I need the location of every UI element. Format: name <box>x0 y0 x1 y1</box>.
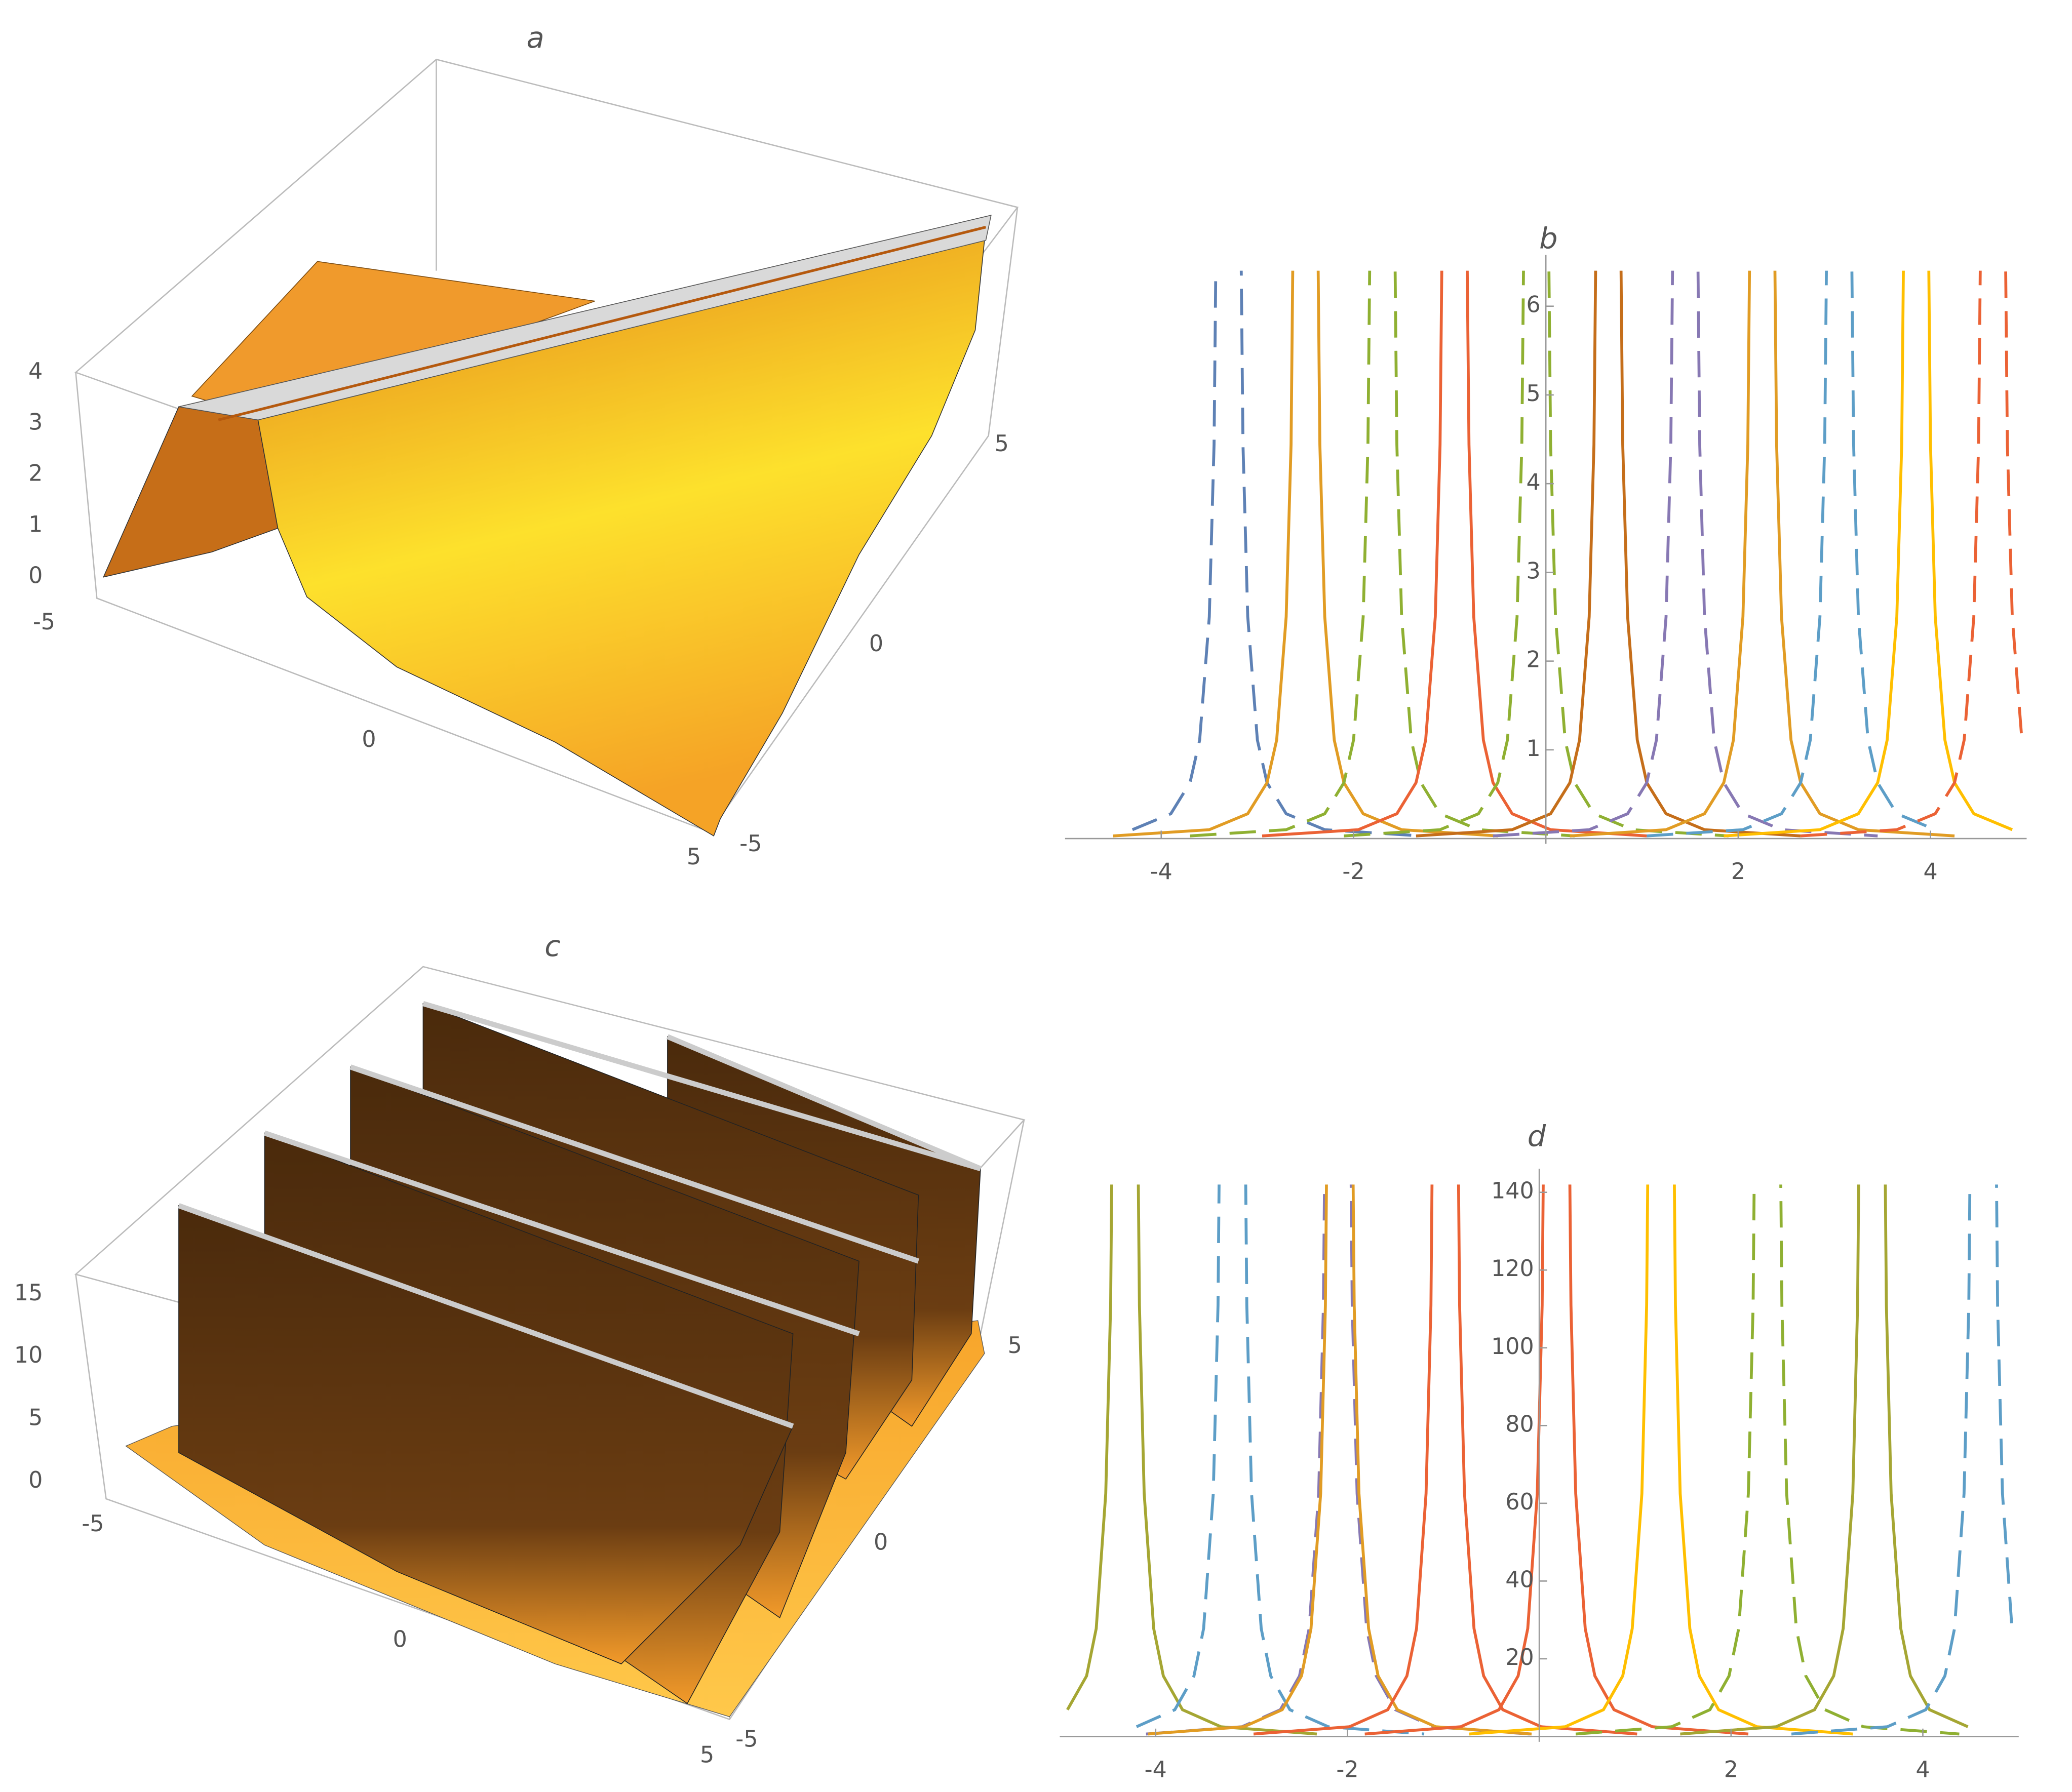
surface-a <box>74 58 1019 837</box>
x-tick-label: 5 <box>700 1742 714 1768</box>
series-line <box>1801 270 2023 838</box>
chart-title: d <box>1528 1120 1546 1153</box>
y-tick-label: 4 <box>1527 469 1541 495</box>
series-line <box>1344 270 1729 838</box>
chart-title: a <box>527 21 544 55</box>
plot-area <box>1113 270 2023 838</box>
z-tick-label: 4 <box>28 358 43 384</box>
series-line <box>1469 1184 1853 1736</box>
z-tick-label: 0 <box>28 563 43 589</box>
series-line <box>1364 1184 1749 1736</box>
series-line <box>1113 270 1498 838</box>
series-line <box>1647 270 1936 838</box>
series-line <box>1570 270 1955 838</box>
series-line <box>1575 1184 1960 1736</box>
series-line <box>1066 1184 1317 1736</box>
y-tick-label: 100 <box>1491 1334 1534 1360</box>
x-tick-label: -5 <box>33 609 55 635</box>
surface-left <box>102 406 279 578</box>
y-tick-label: 60 <box>1505 1489 1534 1515</box>
y-tick-label: 1 <box>1527 736 1541 762</box>
series-line <box>1146 1184 1530 1736</box>
x-tick-label: -2 <box>1336 1757 1358 1782</box>
y-tick-label: 80 <box>1505 1411 1534 1437</box>
series-line <box>1724 270 2013 838</box>
chart-title: c <box>544 929 561 963</box>
series-line <box>1262 270 1647 838</box>
y-tick-label: 0 <box>869 631 883 657</box>
y-tick-label: 140 <box>1491 1178 1534 1204</box>
y-tick-label: 5 <box>1008 1333 1022 1359</box>
series-line <box>1493 270 1878 838</box>
x-tick-label: -4 <box>1150 859 1172 885</box>
x-tick-label: -2 <box>1342 859 1364 885</box>
y-tick-label: 5 <box>995 431 1009 457</box>
plot-area <box>1066 1184 2014 1736</box>
wall-tops <box>178 1001 982 1429</box>
series-line <box>1190 270 1575 838</box>
z-tick-label: 0 <box>28 1467 43 1493</box>
z-tick-label: 15 <box>14 1280 43 1306</box>
y-tick-label: 120 <box>1491 1256 1534 1282</box>
z-tick-label: 3 <box>28 410 43 435</box>
ridge-line <box>218 226 987 421</box>
y-tick-label: 20 <box>1505 1645 1534 1670</box>
x-tick-label: 2 <box>1724 1757 1738 1782</box>
surface-main <box>257 240 985 837</box>
series-line <box>1131 270 1421 838</box>
x-tick-label: 2 <box>1731 859 1745 885</box>
x-tick-label: 0 <box>393 1626 407 1652</box>
y-tick-label: 3 <box>1527 558 1541 584</box>
series-line <box>1680 1184 1969 1736</box>
y-tick-label: -5 <box>739 831 762 857</box>
y-tick-label: 5 <box>1527 381 1541 407</box>
series-line <box>1791 1184 2014 1736</box>
series-line <box>1148 1184 1532 1736</box>
x-tick-label: 5 <box>687 844 701 870</box>
y-tick-label: 0 <box>874 1530 888 1556</box>
surface-c <box>74 966 1026 1721</box>
x-tick-label: -5 <box>82 1511 104 1537</box>
z-tick-label: 10 <box>14 1342 43 1368</box>
x-tick-label: -4 <box>1145 1757 1167 1782</box>
y-tick-label: 40 <box>1505 1567 1534 1592</box>
series-line <box>1253 1184 1637 1736</box>
y-tick-label: 6 <box>1527 292 1541 318</box>
x-tick-label: 4 <box>1924 859 1938 885</box>
z-tick-label: 1 <box>28 512 43 538</box>
y-tick-label: -5 <box>735 1726 758 1752</box>
y-tick-label: 2 <box>1527 647 1541 673</box>
x-tick-label: 0 <box>362 727 376 752</box>
z-tick-label: 2 <box>28 461 43 487</box>
series-line <box>1416 270 1801 838</box>
series-line <box>1136 1184 1425 1736</box>
chart-title: b <box>1539 221 1557 255</box>
x-tick-label: 4 <box>1915 1757 1930 1782</box>
z-tick-label: 5 <box>28 1405 43 1431</box>
